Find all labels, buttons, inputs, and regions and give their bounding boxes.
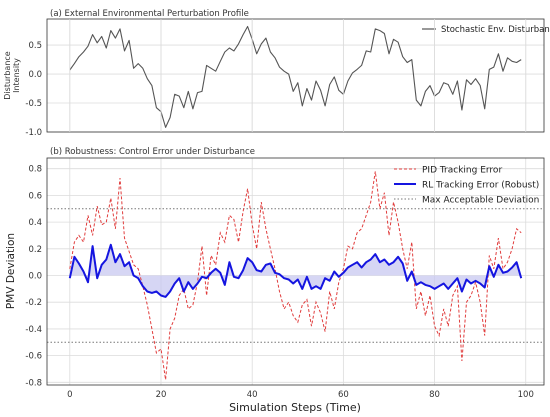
panel-b-legend: PID Tracking Error RL Tracking Error (Rob…: [394, 166, 539, 206]
panel-a-disturbance: (a) External Environmental Perturbation …: [3, 9, 550, 138]
panel-a-y-label: DisturbanceIntensity: [3, 51, 21, 99]
legend-label-pid: PID Tracking Error: [422, 166, 502, 176]
panel-a-series: [69, 25, 522, 128]
panel-b-control-error: (b) Robustness: Control Error under Dist…: [5, 19, 545, 414]
legend-label-disturbance: Stochastic Env. Disturbance: [441, 25, 550, 35]
panel-b-frame: [46, 157, 545, 386]
panel-b-y-tick-label: 0.0: [28, 272, 42, 282]
panel-a-legend: Stochastic Env. Disturbance: [422, 25, 550, 35]
pid-error-line: [69, 171, 522, 380]
panel-b-y-tick-label: -0.6: [25, 352, 42, 362]
panel-b-y-ticks: -0.8 -0.6 -0.4 -0.2 0.0 0.2 0.4 0.6 0.8: [25, 165, 42, 389]
rl-error-line: [68, 243, 523, 298]
panel-b-x-tick-label: 100: [518, 390, 534, 400]
panel-a-frame: [46, 18, 545, 133]
legend-label-threshold: Max Acceptable Deviation: [422, 196, 539, 206]
panel-b-y-tick-label: -0.4: [25, 325, 42, 335]
panel-b-x-tick-label: 80: [429, 390, 440, 400]
panel-b-y-tick-label: 0.2: [28, 245, 42, 255]
panel-a-y-tick-label: 0.0: [28, 70, 42, 80]
panel-a-y-label-line: Disturbance: [3, 51, 12, 99]
panel-b-y-tick-label: 0.4: [28, 218, 42, 228]
panel-a-y-tick-label: -1.0: [25, 128, 42, 138]
panel-b-y-tick-label: 0.8: [28, 165, 42, 175]
panel-b-y-tick-label: 0.6: [28, 191, 42, 201]
panel-a-y-tick-label: -0.5: [25, 99, 42, 109]
panel-a-title: (a) External Environmental Perturbation …: [50, 9, 249, 19]
panel-b-x-tick-label: 0: [67, 390, 72, 400]
panel-b-x-tick-label: 40: [247, 390, 258, 400]
panel-b-x-tick-label: 60: [338, 390, 349, 400]
panel-b-x-ticks: 0 20 40 60 80 100: [67, 390, 534, 400]
panel-b-y-tick-label: -0.8: [25, 378, 42, 388]
panel-b-y-tick-label: -0.2: [25, 298, 42, 308]
panel-a-y-label-line: Intensity: [12, 58, 21, 93]
panel-b-series: [68, 171, 523, 380]
panel-b-x-label: Simulation Steps (Time): [229, 401, 361, 414]
rl-error-fill: [69, 244, 522, 297]
legend-label-rl: RL Tracking Error (Robust): [422, 181, 539, 191]
panel-a-y-ticks: -1.0 -0.5 0.0 0.5: [25, 41, 42, 138]
panel-b-y-label: PMV Deviation: [5, 233, 17, 309]
panel-a-y-tick-label: 0.5: [28, 41, 42, 51]
panel-b-x-tick-label: 20: [156, 390, 167, 400]
panel-b-rl-fill: [69, 244, 522, 297]
panel-b-title: (b) Robustness: Control Error under Dist…: [50, 147, 255, 157]
disturbance-line: [69, 25, 522, 128]
